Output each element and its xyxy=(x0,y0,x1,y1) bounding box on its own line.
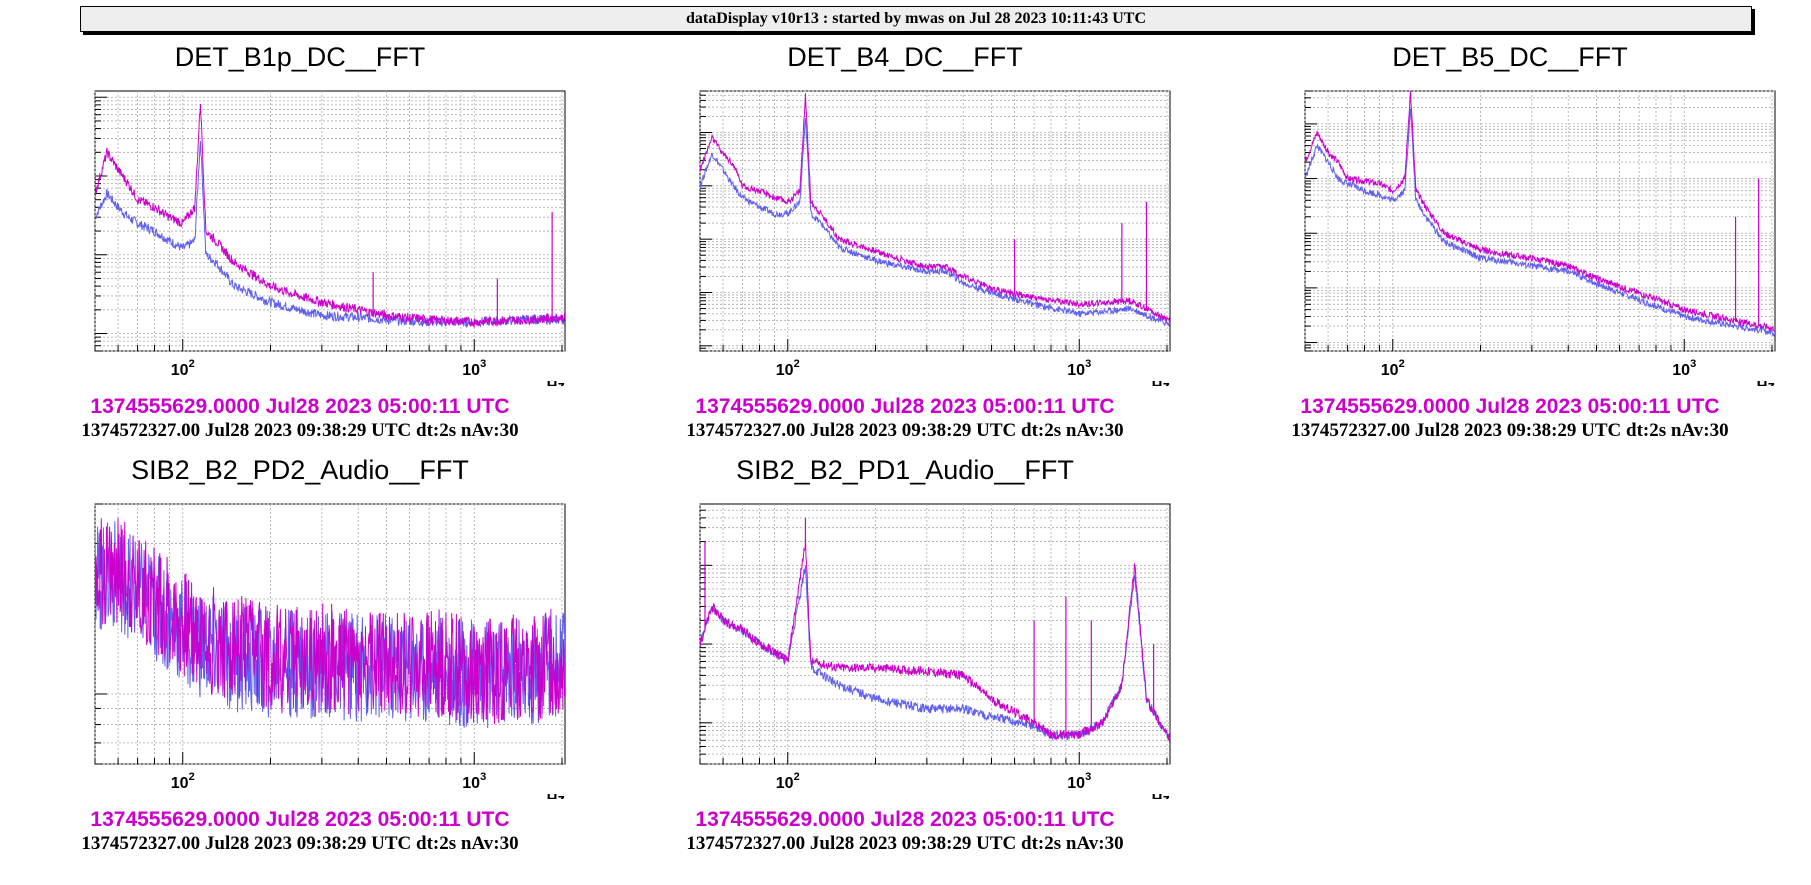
chart-sib2-pd2: 10210310-8HzmW/sqrt(Hz) xyxy=(94,503,566,799)
chart-det-b4: 10210310-710-610-510-410-3HzmW/sqrt(Hz) xyxy=(699,90,1171,386)
x-tick-label: 102 xyxy=(171,358,195,379)
series-line xyxy=(1305,108,1775,338)
x-tick-label: 103 xyxy=(1067,358,1091,379)
legend-reference: 1374572327.00 Jul28 2023 09:38:29 UTC dt… xyxy=(1291,420,1729,441)
chart-title: DET_B4_DC__FFT xyxy=(787,42,1023,72)
plot-frame xyxy=(699,90,1171,352)
x-axis-label: Hz xyxy=(1152,791,1170,799)
x-tick-label: 102 xyxy=(776,771,800,792)
chart-det-b1p: 10210310-410-310-210-1HzmW/sqrt(Hz) xyxy=(94,90,566,386)
series-line xyxy=(95,103,565,329)
window-banner: dataDisplay v10r13 : started by mwas on … xyxy=(80,6,1752,32)
x-tick-label: 102 xyxy=(776,358,800,379)
x-tick-label: 102 xyxy=(1381,358,1405,379)
chart-sib2-pd1: 10210310-710-610-5HzmW/sqrt(Hz) xyxy=(699,503,1171,799)
chart-panel-det-b4: DET_B4_DC__FFT 10210310-710-610-510-410-… xyxy=(605,42,1205,472)
legend-current: 1374555629.0000 Jul28 2023 05:00:11 UTC xyxy=(695,395,1115,418)
x-tick-label: 102 xyxy=(171,771,195,792)
chart-panel-det-b5: DET_B5_DC__FFT 10210310-710-610-510-410-… xyxy=(1210,42,1810,472)
legend-current: 1374555629.0000 Jul28 2023 05:00:11 UTC xyxy=(1300,395,1720,418)
x-tick-label: 103 xyxy=(1067,771,1091,792)
chart-det-b5: 10210310-710-610-510-410-3HzmW/sqrt(Hz) xyxy=(1304,90,1776,386)
chart-title: DET_B1p_DC__FFT xyxy=(174,42,426,72)
chart-title: SIB2_B2_PD2_Audio__FFT xyxy=(131,455,469,485)
series-line xyxy=(700,118,1170,328)
x-tick-label: 103 xyxy=(462,358,486,379)
legend-reference: 1374572327.00 Jul28 2023 09:38:29 UTC dt… xyxy=(81,420,519,441)
legend-reference: 1374572327.00 Jul28 2023 09:38:29 UTC dt… xyxy=(686,833,1124,854)
x-axis-label: Hz xyxy=(547,378,565,386)
plot-frame xyxy=(1304,90,1776,352)
legend-reference: 1374572327.00 Jul28 2023 09:38:29 UTC dt… xyxy=(686,420,1124,441)
chart-panel-det-b1p: DET_B1p_DC__FFT 10210310-410-310-210-1Hz… xyxy=(0,42,600,472)
x-axis-label: Hz xyxy=(1757,378,1775,386)
legend-current: 1374555629.0000 Jul28 2023 05:00:11 UTC xyxy=(695,808,1115,831)
series-line xyxy=(1305,91,1775,332)
x-tick-label: 103 xyxy=(1672,358,1696,379)
x-tick-label: 103 xyxy=(462,771,486,792)
chart-title: SIB2_B2_PD1_Audio__FFT xyxy=(736,455,1074,485)
series-line xyxy=(95,141,565,329)
x-axis-label: Hz xyxy=(1152,378,1170,386)
legend-current: 1374555629.0000 Jul28 2023 05:00:11 UTC xyxy=(90,395,510,418)
legend-reference: 1374572327.00 Jul28 2023 09:38:29 UTC dt… xyxy=(81,833,519,854)
legend-current: 1374555629.0000 Jul28 2023 05:00:11 UTC xyxy=(90,808,510,831)
x-axis-label: Hz xyxy=(547,791,565,799)
chart-panel-sib2-pd2: SIB2_B2_PD2_Audio__FFT 10210310-8HzmW/sq… xyxy=(0,455,600,885)
chart-panel-sib2-pd1: SIB2_B2_PD1_Audio__FFT 10210310-710-610-… xyxy=(605,455,1205,885)
chart-title: DET_B5_DC__FFT xyxy=(1392,42,1628,72)
series-line xyxy=(700,93,1170,324)
